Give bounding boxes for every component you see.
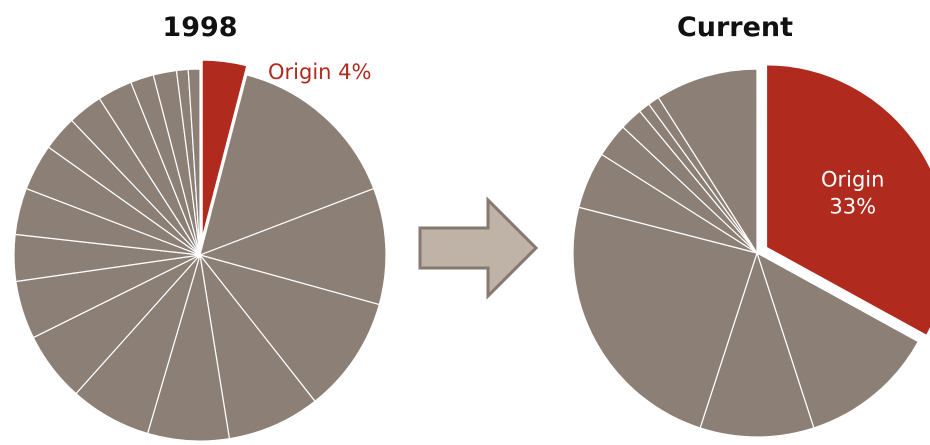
- slice-label-origin: Origin 33%: [821, 167, 884, 218]
- pie-slice: [199, 254, 316, 440]
- pie-slice: [756, 252, 919, 429]
- chart-title-current: Current: [677, 12, 793, 43]
- chart-title-1998: 1998: [162, 12, 237, 43]
- slice-label-origin: Origin 4%: [268, 60, 371, 84]
- pie-slice-origin: [764, 62, 930, 339]
- pie-slice: [699, 252, 815, 438]
- pie-slice: [199, 254, 380, 402]
- pie-slice: [199, 74, 375, 256]
- pie-slice: [187, 68, 201, 256]
- pie-slice: [657, 68, 758, 254]
- pie-current: Origin 33%: [572, 62, 930, 438]
- pie-slice: [572, 206, 758, 429]
- right-arrow-icon: [418, 196, 539, 300]
- pie-1998: Origin 4%: [13, 57, 387, 442]
- pie-slice: [199, 188, 387, 306]
- pie-slice-origin: [199, 57, 250, 247]
